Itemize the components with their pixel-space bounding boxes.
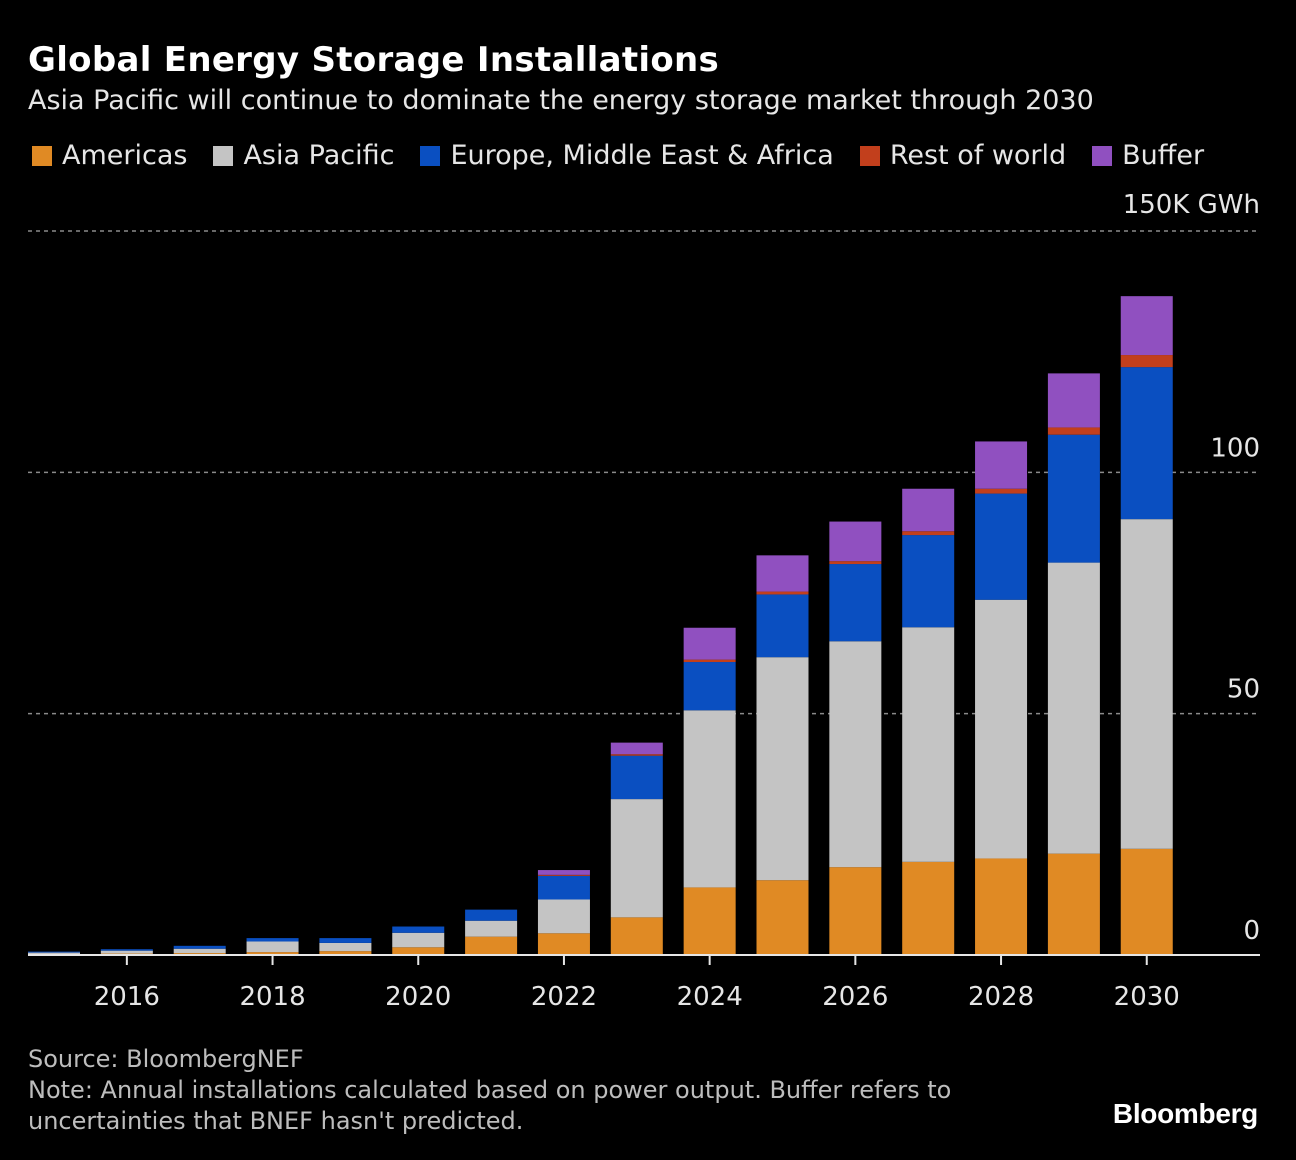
bar-segment [610, 755, 663, 800]
x-tick-label: 2022 [531, 982, 597, 1012]
bar-segment [683, 659, 736, 663]
bar-segment [610, 917, 663, 955]
legend-label: Rest of world [889, 140, 1067, 171]
x-tick-label: 2030 [1114, 982, 1180, 1012]
bar-segment [1120, 367, 1173, 520]
bar-segment [683, 710, 736, 888]
bar-segment [246, 938, 299, 942]
bar-segment [902, 861, 955, 955]
legend-item-americas: Americas [32, 140, 187, 171]
legend-label: Buffer [1122, 140, 1205, 171]
bar-segment [683, 887, 736, 955]
legend-swatch [32, 145, 52, 166]
bar-segment [1120, 355, 1173, 368]
bar-segment [28, 952, 80, 955]
bar-segment [319, 938, 372, 943]
bloomberg-logo: Bloomberg [1112, 1098, 1258, 1129]
bar-segment [975, 441, 1028, 489]
bar-segment [756, 657, 809, 881]
bar-segment [100, 949, 153, 951]
x-tick-label: 2016 [94, 982, 160, 1012]
bar-segment [465, 936, 518, 955]
x-tick-label: 2028 [968, 982, 1034, 1012]
bar-segment [537, 933, 590, 955]
bar-segment [829, 641, 882, 868]
bar-segment [756, 591, 809, 595]
legend-swatch [1092, 145, 1113, 166]
y-tick-label: 0 [1243, 916, 1260, 946]
legend-item-buffer: Buffer [1092, 140, 1204, 171]
note-text: Note: Annual installations calculated ba… [28, 1076, 952, 1135]
bar-segment [610, 742, 663, 755]
bar-segment [246, 941, 299, 953]
bar-segment [1120, 848, 1173, 955]
bar-segment [246, 952, 299, 955]
bar-segment [1047, 562, 1100, 854]
bar-segment [392, 926, 445, 933]
bar-segment [975, 488, 1028, 494]
bar-segment [537, 899, 590, 934]
x-tick-label: 2026 [822, 982, 888, 1012]
chart-subtitle: Asia Pacific will continue to dominate t… [28, 85, 1094, 116]
legend-swatch [213, 145, 234, 166]
x-tick-label: 2020 [385, 982, 451, 1012]
x-tick-label: 2018 [239, 982, 305, 1012]
bar-segment [829, 561, 882, 565]
bar-segment [537, 870, 590, 875]
bar-segment [1120, 296, 1173, 356]
bar-segment [1047, 434, 1100, 563]
bar-segment [902, 531, 955, 536]
bar-segment [319, 951, 372, 955]
legend-swatch [420, 145, 441, 166]
legend-label: Americas [62, 140, 188, 171]
y-tick-label: 100 [1210, 433, 1260, 463]
bar-segment [756, 555, 809, 592]
bar-segment [319, 942, 372, 952]
bar-segment [902, 535, 955, 628]
bar-segment [610, 754, 663, 756]
bar-segment [756, 594, 809, 658]
bar-segment [902, 488, 955, 532]
bar-segment [902, 627, 955, 862]
bar-segment [1120, 519, 1173, 849]
x-tick-label: 2024 [677, 982, 743, 1012]
bar-segment [173, 948, 226, 954]
bar-segment [975, 599, 1028, 859]
legend-item-rest-of-world: Rest of world [859, 140, 1067, 171]
bar-segment [756, 880, 809, 955]
legend-label: Europe, Middle East & Africa [450, 140, 834, 171]
legend-swatch [859, 145, 880, 166]
bar-segment [1047, 373, 1100, 428]
y-tick-label: 50 [1227, 675, 1260, 705]
bar-segment [173, 945, 226, 949]
bar-segment [975, 493, 1028, 600]
bar-segment [683, 627, 736, 660]
stacked-bar-chart: 150K GWh 0 50 100 2016 2018 2020 2022 2024 2026 20… [28, 190, 1260, 1012]
bar-segment [537, 875, 590, 900]
bar-segment [610, 799, 663, 918]
bar-segment [683, 662, 736, 711]
legend: Americas Asia Pacific Europe, Middle Eas… [32, 140, 1204, 171]
chart-footer: Source: BloombergNEF Note: Annual instal… [28, 1044, 1028, 1137]
bar-segment [975, 858, 1028, 955]
legend-item-emea: Europe, Middle East & Africa [420, 140, 834, 171]
bar-segment [28, 951, 80, 953]
bar-segment [465, 920, 518, 937]
bar-segment [465, 909, 518, 921]
bar-segment [392, 947, 445, 955]
bar-segment [392, 932, 445, 948]
legend-item-asia-pacific: Asia Pacific [213, 140, 394, 171]
y-axis-unit-label: 150K GWh [1123, 190, 1260, 220]
bar-segment [1047, 427, 1100, 435]
bar-segment [1047, 853, 1100, 955]
source-text: Source: BloombergNEF [28, 1045, 304, 1073]
legend-label: Asia Pacific [243, 140, 395, 171]
bar-segment [829, 867, 882, 955]
bar-segment [829, 564, 882, 642]
bar-segment [100, 950, 153, 954]
bar-segment [829, 521, 882, 562]
chart-title: Global Energy Storage Installations [28, 40, 720, 80]
bar-segment [537, 874, 590, 876]
